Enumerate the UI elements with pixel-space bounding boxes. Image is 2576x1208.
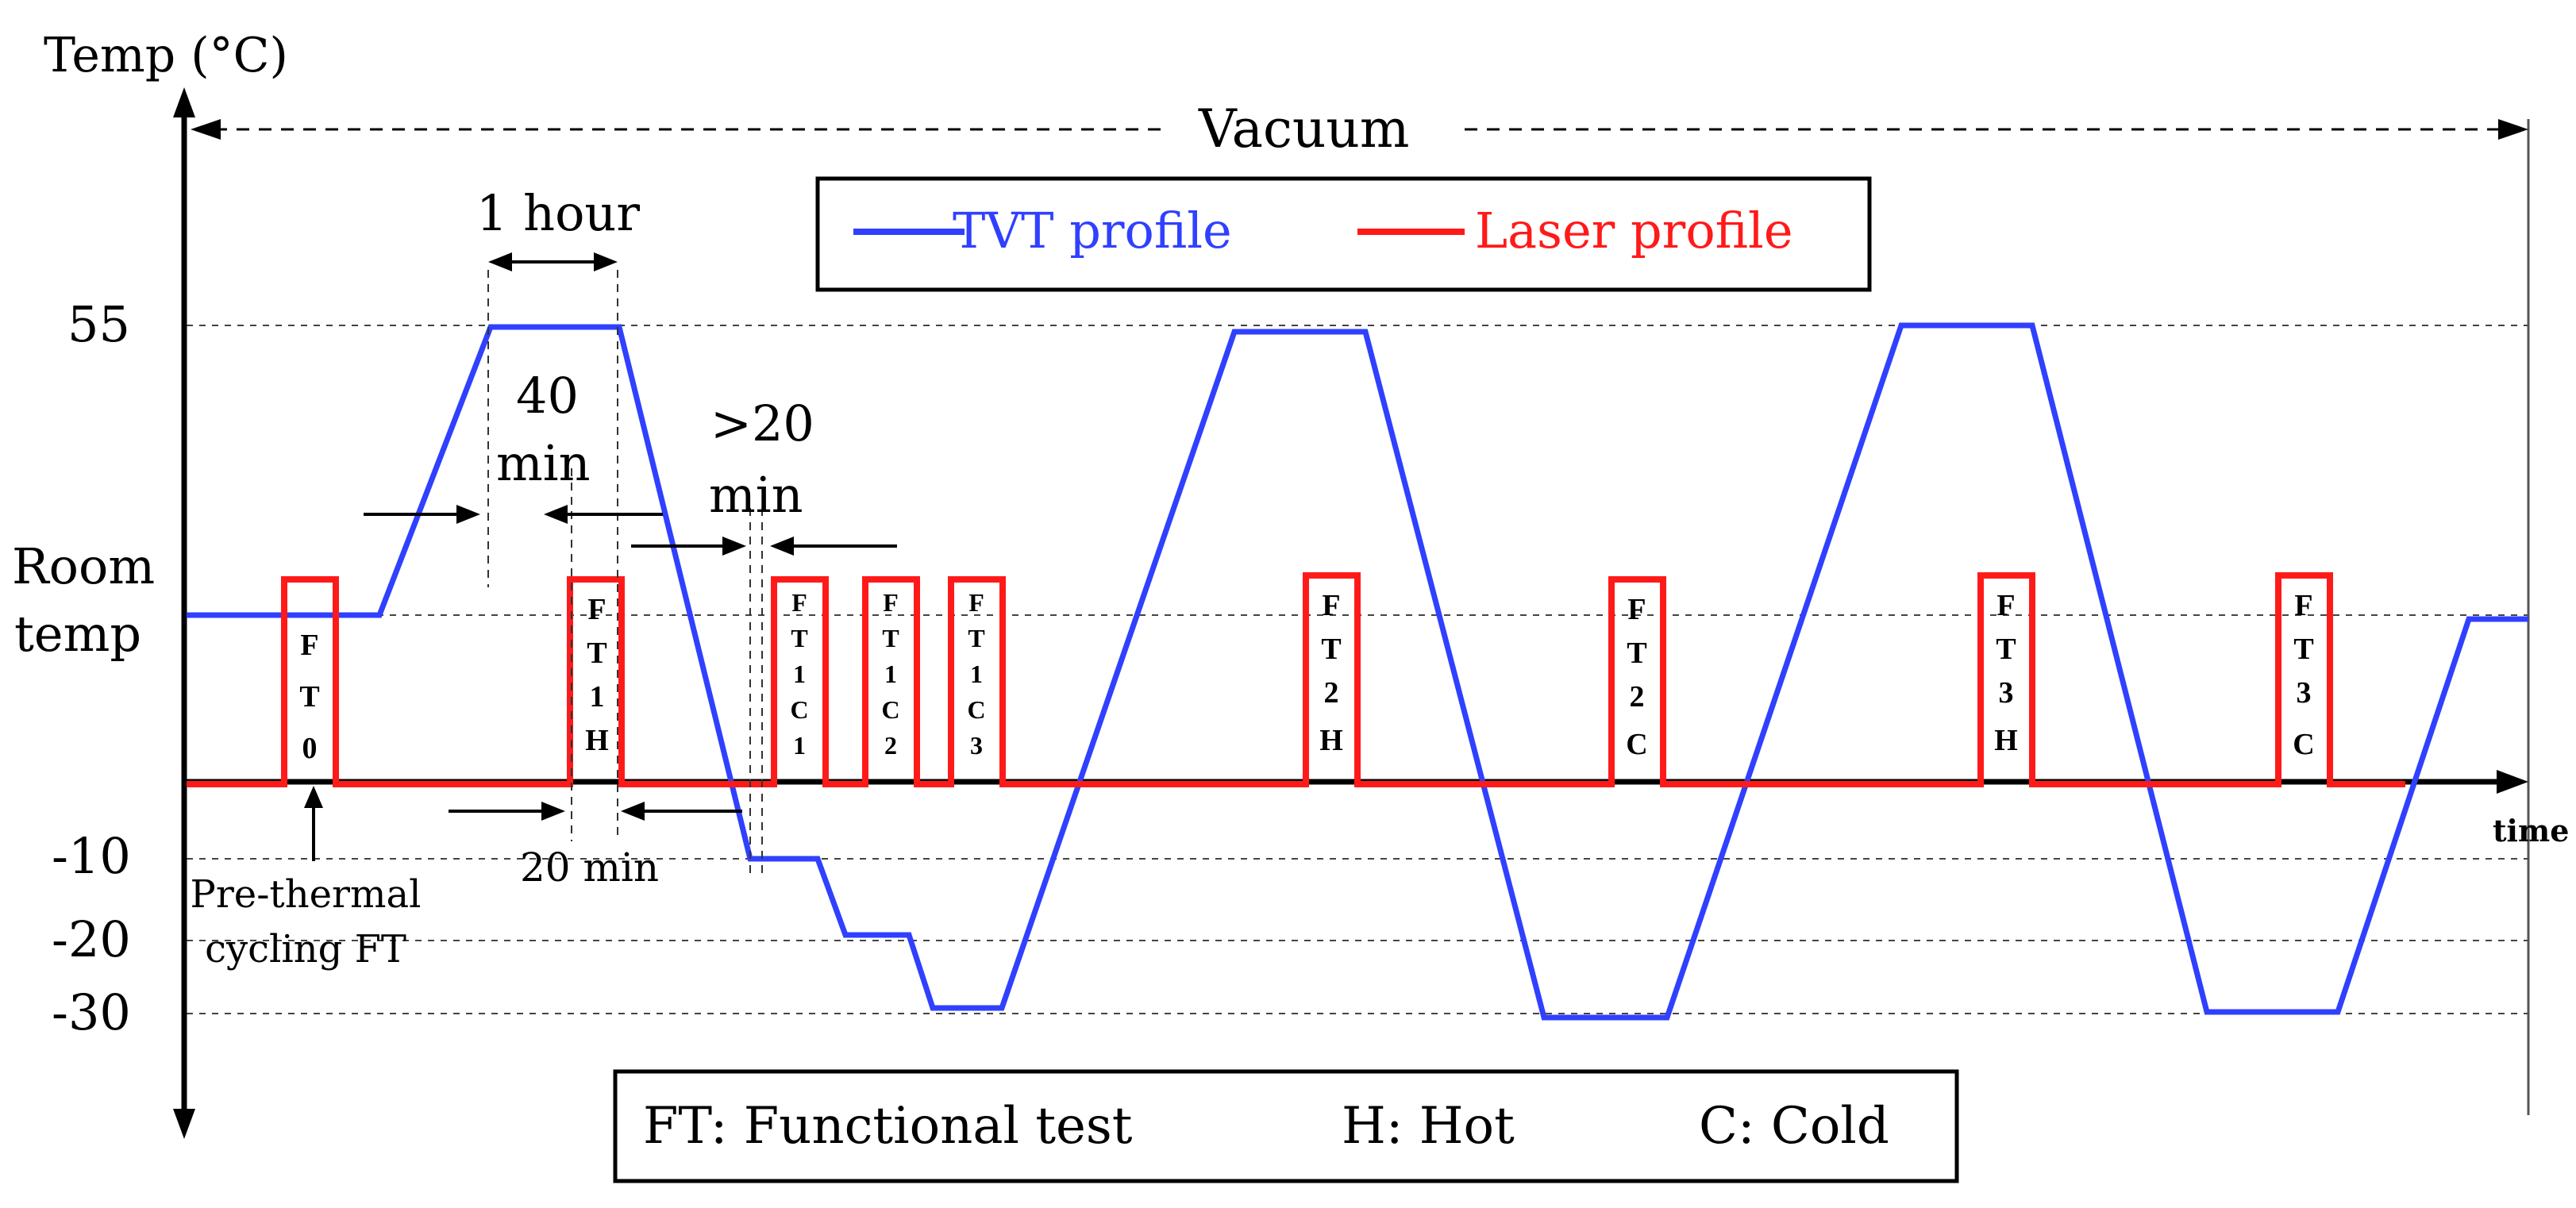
svg-text:F: F — [1322, 589, 1340, 622]
laser-profile — [187, 572, 2405, 787]
svg-text:F: F — [587, 593, 606, 626]
pre-thermal-line1: Pre-thermal — [191, 872, 422, 917]
svg-text:2: 2 — [884, 731, 897, 760]
svg-text:1: 1 — [970, 660, 983, 688]
ft1c1-letters: FT 1 C 1 — [790, 588, 808, 760]
pre-thermal-line2: cycling FT — [205, 927, 406, 971]
svg-text:F: F — [1627, 593, 1646, 626]
ft2h-letters: FT 2 H — [1319, 589, 1343, 757]
y-axis-arrow-down — [173, 1109, 195, 1139]
svg-text:T: T — [791, 624, 807, 652]
twenty-min-label: 20 min — [520, 844, 659, 891]
y-axis-label: Temp (°C) — [44, 28, 288, 83]
svg-text:2: 2 — [1324, 676, 1339, 710]
svg-text:F: F — [883, 588, 899, 617]
svg-text:3: 3 — [970, 731, 983, 760]
y-axis-arrow-up — [173, 87, 195, 117]
legend-box — [815, 176, 1872, 292]
svg-text:F: F — [300, 629, 318, 662]
svg-text:F: F — [2294, 589, 2312, 622]
svg-text:0: 0 — [302, 732, 318, 765]
svg-text:1: 1 — [793, 731, 806, 760]
svg-text:T: T — [882, 624, 899, 652]
forty-min-label: min — [496, 434, 591, 492]
tick-55: 55 — [67, 295, 130, 353]
svg-text:F: F — [1996, 589, 2015, 622]
ft1h-letters: FT 1 H — [585, 593, 609, 757]
ft1c2-letters: FT 1 C 2 — [881, 588, 899, 760]
tick-temp: temp — [14, 605, 141, 663]
gt20-min-label: min — [709, 466, 803, 524]
time-axis-arrow — [2497, 770, 2528, 794]
ft1c3-letters: FT 1 C 3 — [967, 588, 985, 760]
tick-minus10: -10 — [52, 827, 131, 885]
ft3c-letters: FT 3 C — [2293, 589, 2314, 761]
svg-text:F: F — [968, 588, 984, 617]
svg-text:H: H — [585, 724, 609, 757]
svg-text:H: H — [1319, 724, 1343, 757]
svg-text:T: T — [1627, 637, 1646, 670]
tvt-profile-line — [187, 322, 2528, 1021]
svg-text:C: C — [1626, 728, 1647, 761]
vacuum-arrow-left — [191, 119, 221, 140]
svg-text:3: 3 — [1999, 676, 2014, 710]
key-ft: FT: Functional test — [643, 1097, 1133, 1156]
ft3h-letters: FT 3 H — [1994, 589, 2018, 757]
key-h: H: Hot — [1342, 1097, 1515, 1156]
svg-text:1: 1 — [590, 680, 605, 714]
tick-room: Room — [12, 537, 155, 595]
svg-text:H: H — [1994, 724, 2018, 757]
svg-text:T: T — [1321, 633, 1341, 666]
svg-text:T: T — [587, 637, 606, 670]
svg-text:F: F — [791, 588, 807, 617]
x-axis-label: time — [2493, 813, 2569, 848]
one-hour-label: 1 hour — [476, 184, 640, 242]
ft0-letters: FT 0 — [299, 629, 319, 765]
laser-profile-line — [187, 572, 2405, 787]
forty-label: 40 — [516, 367, 579, 425]
tick-minus30: -30 — [52, 983, 131, 1041]
svg-text:1: 1 — [884, 660, 897, 688]
vacuum-arrow-right — [2498, 119, 2528, 140]
legend-laser-label: Laser profile — [1475, 202, 1793, 260]
legend-tvt-label: TVT profile — [953, 202, 1232, 260]
time-guides — [487, 270, 763, 877]
svg-text:T: T — [1996, 633, 2016, 666]
gt20-label: >20 — [710, 394, 814, 452]
key-c: C: Cold — [1699, 1097, 1889, 1156]
svg-text:T: T — [299, 680, 319, 714]
svg-text:C: C — [2293, 728, 2314, 761]
svg-text:C: C — [790, 695, 808, 724]
vacuum-label: Vacuum — [1198, 98, 1410, 160]
svg-text:T: T — [968, 624, 984, 652]
svg-text:C: C — [967, 695, 985, 724]
svg-text:C: C — [881, 695, 899, 724]
tick-minus20: -20 — [52, 910, 131, 968]
key-box — [613, 1069, 1959, 1183]
ft2c-letters: FT 2 C — [1626, 593, 1647, 761]
svg-text:3: 3 — [2297, 676, 2312, 710]
svg-text:2: 2 — [1630, 680, 1645, 714]
svg-text:T: T — [2293, 633, 2313, 666]
svg-text:1: 1 — [793, 660, 806, 688]
